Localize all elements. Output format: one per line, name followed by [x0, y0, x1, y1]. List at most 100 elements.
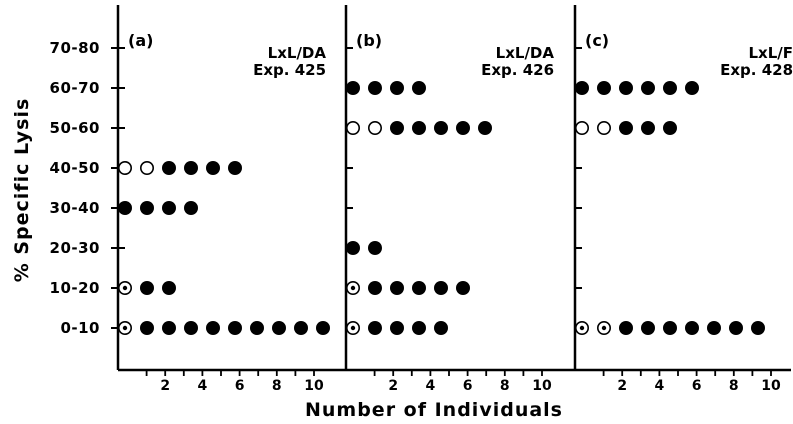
axes-layer	[111, 5, 791, 376]
filled-point	[597, 81, 611, 95]
panel-label: (b)	[356, 31, 382, 50]
dotted-point-center	[122, 285, 128, 291]
filled-point	[184, 161, 198, 175]
filled-point	[412, 321, 426, 335]
panel-annotation: LxL/DA	[496, 44, 555, 62]
filled-point	[162, 201, 176, 215]
panel-annotation: Exp. 428	[720, 61, 793, 79]
panel-annotation: LxL/F	[748, 44, 793, 62]
x-tick-label: 8	[500, 378, 510, 394]
filled-point	[641, 121, 655, 135]
filled-point	[663, 121, 677, 135]
open-point	[367, 121, 382, 136]
filled-point	[228, 321, 242, 335]
filled-point	[368, 81, 382, 95]
y-tick-label: 0-10	[60, 319, 100, 337]
filled-point	[707, 321, 721, 335]
x-tick-label: 8	[729, 378, 739, 394]
filled-point	[663, 81, 677, 95]
filled-point	[434, 121, 448, 135]
x-tick-label: 6	[692, 378, 702, 394]
open-point	[574, 121, 589, 136]
filled-point	[368, 281, 382, 295]
x-tick-label: 2	[388, 378, 398, 394]
filled-point	[140, 201, 154, 215]
y-tick-label: 50-60	[50, 119, 100, 137]
filled-point	[206, 161, 220, 175]
filled-point	[184, 321, 198, 335]
filled-point	[575, 81, 589, 95]
filled-point	[685, 321, 699, 335]
filled-point	[619, 121, 633, 135]
x-tick-label: 10	[304, 378, 324, 394]
filled-point	[663, 321, 677, 335]
filled-point	[162, 161, 176, 175]
filled-point	[478, 121, 492, 135]
x-tick-label: 2	[160, 378, 170, 394]
open-point	[118, 161, 133, 176]
filled-point	[272, 321, 286, 335]
filled-point	[434, 281, 448, 295]
filled-point	[390, 321, 404, 335]
filled-point	[140, 321, 154, 335]
filled-point	[368, 241, 382, 255]
filled-point	[619, 321, 633, 335]
filled-point	[390, 121, 404, 135]
filled-point	[641, 81, 655, 95]
y-tick-label: 10-20	[50, 279, 100, 297]
panel-annotation: Exp. 425	[253, 61, 326, 79]
filled-point	[162, 321, 176, 335]
x-tick-label: 2	[617, 378, 627, 394]
filled-point	[729, 321, 743, 335]
filled-point	[412, 281, 426, 295]
filled-point	[184, 201, 198, 215]
x-tick-label: 8	[272, 378, 282, 394]
dotted-point-center	[122, 325, 128, 331]
filled-point	[250, 321, 264, 335]
filled-point	[140, 281, 154, 295]
x-tick-label: 6	[235, 378, 245, 394]
x-tick-label: 10	[761, 378, 781, 394]
x-axis-label: Number of Individuals	[305, 399, 563, 421]
filled-point	[456, 281, 470, 295]
filled-point	[346, 81, 360, 95]
y-tick-label: 20-30	[50, 239, 100, 257]
y-tick-label: 60-70	[50, 79, 100, 97]
filled-point	[456, 121, 470, 135]
y-tick-label: 40-50	[50, 159, 100, 177]
text-layer: 0-10 10-20 20-30 30-40 40-50 50-60 60-70 70-80 2…	[50, 31, 793, 394]
filled-point	[228, 161, 242, 175]
filled-point	[641, 321, 655, 335]
filled-point	[751, 321, 765, 335]
filled-point	[434, 321, 448, 335]
open-point	[596, 121, 611, 136]
panel-annotation: Exp. 426	[481, 61, 554, 79]
panel-label: (a)	[128, 31, 153, 50]
filled-point	[368, 321, 382, 335]
filled-point	[206, 321, 220, 335]
open-point	[345, 121, 360, 136]
dotted-point-center	[601, 325, 607, 331]
x-tick-label: 4	[198, 378, 208, 394]
marks-layer	[118, 81, 765, 335]
dotted-point-center	[579, 325, 585, 331]
filled-point	[619, 81, 633, 95]
panel-annotation: LxL/DA	[268, 44, 327, 62]
y-tick-label: 70-80	[50, 39, 100, 57]
filled-point	[316, 321, 330, 335]
filled-point	[412, 81, 426, 95]
filled-point	[390, 281, 404, 295]
x-tick-label: 4	[426, 378, 436, 394]
filled-point	[118, 201, 132, 215]
x-tick-label: 4	[655, 378, 665, 394]
x-tick-label: 10	[532, 378, 552, 394]
filled-point	[162, 281, 176, 295]
filled-point	[412, 121, 426, 135]
filled-point	[685, 81, 699, 95]
x-tick-label: 6	[463, 378, 473, 394]
filled-point	[294, 321, 308, 335]
dotted-point-center	[350, 285, 356, 291]
panel-label: (c)	[585, 31, 609, 50]
filled-point	[390, 81, 404, 95]
